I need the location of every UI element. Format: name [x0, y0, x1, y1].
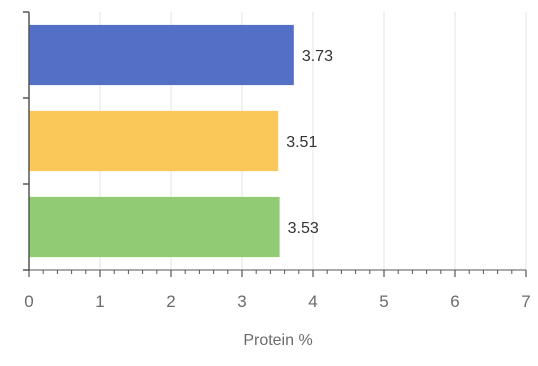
data-label-2: 3.51: [286, 134, 317, 151]
x-tick-label: 7: [521, 292, 530, 311]
data-label-3: 3.53: [288, 220, 319, 237]
x-tick-label: 2: [166, 292, 175, 311]
x-tick-label: 4: [308, 292, 317, 311]
x-tick-label: 6: [450, 292, 459, 311]
x-tick-label: 0: [24, 292, 33, 311]
bar-3: [29, 196, 280, 258]
bar-series: [29, 24, 294, 258]
bar-1: [29, 24, 294, 86]
x-tick-label: 3: [237, 292, 246, 311]
x-tick-label: 5: [379, 292, 388, 311]
data-label-1: 3.73: [302, 48, 333, 65]
bar-2: [29, 110, 279, 172]
x-axis-title: Protein %: [243, 332, 312, 349]
labels: 3.73 3.51 3.53 0 1 2 3 4 5 6 7: [24, 48, 530, 311]
axes: [23, 11, 527, 277]
x-tick-label: 1: [95, 292, 104, 311]
